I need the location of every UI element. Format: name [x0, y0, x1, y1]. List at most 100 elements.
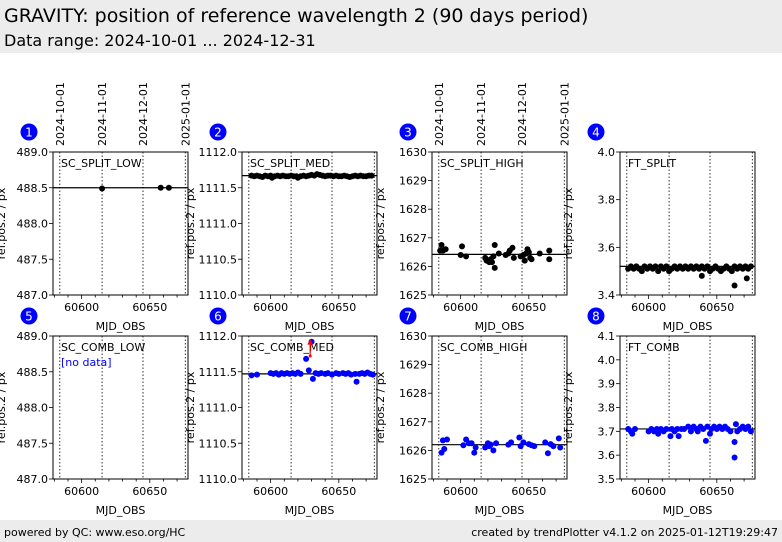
data-point	[444, 436, 450, 443]
data-point	[528, 256, 535, 263]
data-point	[550, 443, 557, 450]
data-point	[493, 440, 500, 447]
data-point	[468, 440, 475, 447]
data-point	[157, 184, 164, 191]
axes-frame	[52, 151, 189, 296]
data-point	[694, 428, 701, 435]
panel-title: SC_COMB_HIGH	[440, 341, 527, 354]
y-tick-label: 489.0	[17, 330, 49, 343]
data-point	[303, 355, 310, 362]
data-point	[732, 421, 739, 428]
data-point	[525, 249, 532, 256]
data-point	[731, 439, 738, 446]
axes-frame	[431, 335, 568, 480]
x-axis-label: MJD_OBS	[285, 320, 335, 333]
y-axis-label: ref.pos.2 / px	[0, 371, 8, 443]
y-tick-label: 1111.5	[199, 182, 238, 195]
panel-number-badge	[20, 123, 38, 141]
date-label: 2025-01-01	[179, 82, 192, 146]
data-point	[536, 250, 543, 257]
y-tick-label: 487.0	[17, 473, 49, 486]
x-axis-label: MJD_OBS	[475, 320, 525, 333]
error-bar-arrow	[307, 339, 314, 345]
data-point	[509, 244, 516, 251]
axes-frame	[431, 151, 568, 296]
data-point	[441, 445, 448, 452]
panel-2: 2 60600 60650 MJD_OBS 1110.0 1110.5 1111.0 1111…	[184, 123, 378, 333]
y-tick-label: 1629	[399, 359, 427, 372]
footer-bar: powered by QC: www.eso.org/HC created by…	[0, 520, 782, 542]
panel-number: 4	[592, 126, 600, 140]
y-tick-label: 1112.0	[199, 330, 238, 343]
error-bar-cap	[308, 354, 312, 358]
panel-1: 1 2024-10-01 2024-11-01 2024-12-01 2025-01-0…	[0, 82, 192, 333]
data-point	[490, 447, 497, 454]
x-tick-label: 60600	[443, 301, 478, 314]
y-tick-label: 1110.0	[199, 289, 238, 302]
panel-5: 5 60600 60650 MJD_OBS 487.0 487.5 488.0 488.5 48…	[0, 307, 189, 517]
data-point	[531, 443, 538, 450]
y-tick-label: 3.5	[598, 473, 616, 486]
y-tick-label: 488.5	[17, 182, 49, 195]
data-point	[460, 442, 467, 449]
panel-number: 1	[25, 126, 33, 140]
data-point	[687, 428, 694, 435]
data-point	[704, 263, 711, 270]
panel-title: SC_SPLIT_HIGH	[440, 157, 524, 170]
data-point	[747, 428, 754, 435]
y-tick-label: 487.5	[17, 437, 49, 450]
y-tick-label: 488.0	[17, 218, 49, 231]
date-label: 2024-12-01	[516, 82, 529, 146]
panel-title: SC_SPLIT_LOW	[61, 157, 142, 170]
date-label: 2024-11-01	[475, 82, 488, 146]
x-axis-label: MJD_OBS	[96, 320, 146, 333]
data-point	[491, 241, 498, 248]
panel-7: 7 60600 60650 MJD_OBS 1625 1626 1627 1628 1629 16…	[374, 307, 568, 517]
data-point	[743, 275, 750, 282]
panel-number: 8	[592, 310, 600, 324]
data-point	[707, 430, 713, 437]
panel-title: SC_COMB_MED	[250, 341, 334, 354]
data-point	[489, 259, 495, 266]
x-tick-label: 60650	[321, 485, 356, 498]
data-point	[698, 272, 705, 279]
y-tick-label: 489.0	[17, 146, 49, 159]
y-tick-label: 3.9	[598, 378, 616, 391]
data-point	[490, 253, 497, 260]
page-title: GRAVITY: position of reference wavelengt…	[4, 5, 589, 27]
x-axis-label: MJD_OBS	[663, 504, 713, 517]
y-tick-label: 3.6	[598, 241, 616, 254]
y-tick-label: 1625	[399, 473, 427, 486]
data-point	[457, 251, 464, 258]
data-point	[520, 439, 527, 446]
y-tick-label: 1625	[399, 289, 427, 302]
y-tick-label: 1630	[399, 146, 427, 159]
data-point	[546, 247, 553, 254]
x-tick-label: 60600	[64, 301, 99, 314]
data-point	[369, 371, 376, 378]
data-point	[675, 433, 682, 440]
data-point	[727, 428, 734, 435]
no-data-label: [no data]	[61, 356, 112, 369]
y-tick-label: 3.4	[598, 289, 616, 302]
data-point	[555, 435, 562, 442]
y-tick-label: 1627	[399, 416, 427, 429]
x-tick-label: 60650	[511, 301, 546, 314]
x-tick-label: 60600	[253, 301, 288, 314]
panel-number: 7	[404, 310, 412, 324]
data-point	[544, 450, 551, 457]
data-point	[487, 441, 494, 448]
panel-number-badge	[587, 307, 605, 325]
y-axis-label: ref.pos.2 / px	[184, 371, 197, 443]
data-point	[438, 241, 445, 248]
x-axis-label: MJD_OBS	[475, 504, 525, 517]
data-point	[521, 257, 528, 264]
y-tick-label: 3.8	[598, 402, 616, 415]
data-point	[731, 454, 738, 461]
data-point	[546, 256, 553, 263]
data-point	[557, 444, 564, 451]
data-point	[309, 375, 316, 382]
axes-frame	[619, 151, 756, 296]
y-tick-label: 1626	[399, 444, 427, 457]
y-tick-label: 1111.0	[199, 218, 238, 231]
